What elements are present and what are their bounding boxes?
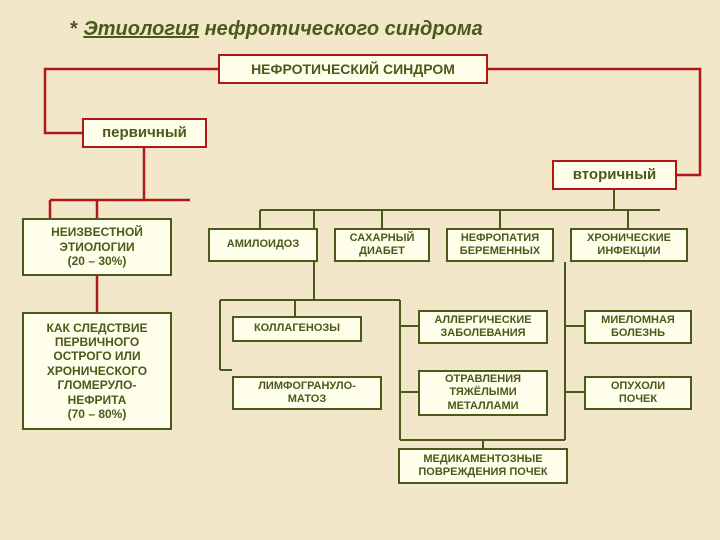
unknown-etiology-box: НЕИЗВЕСТНОЙЭТИОЛОГИИ(20 – 30%) xyxy=(22,218,172,276)
drugs-box: МЕДИКАМЕНТОЗНЫЕПОВРЕЖДЕНИЯ ПОЧЕК xyxy=(398,448,568,484)
slide-title: * Этиология нефротического синдрома xyxy=(70,18,483,41)
root-box: НЕФРОТИЧЕСКИЙ СИНДРОМ xyxy=(218,54,488,84)
myeloma-box: МИЕЛОМНАЯБОЛЕЗНЬ xyxy=(584,310,692,344)
nephropathy-box: НЕФРОПАТИЯБЕРЕМЕННЫХ xyxy=(446,228,554,262)
metals-box: ОТРАВЛЕНИЯТЯЖЁЛЫМИМЕТАЛЛАМИ xyxy=(418,370,548,416)
diabetes-box: САХАРНЫЙДИАБЕТ xyxy=(334,228,430,262)
tumors-box: ОПУХОЛИПОЧЕК xyxy=(584,376,692,410)
title-asterisk: * xyxy=(70,18,78,40)
amyloid-box: АМИЛОИДОЗ xyxy=(208,228,318,262)
collagen-box: КОЛЛАГЕНОЗЫ xyxy=(232,316,362,342)
primary-box: первичный xyxy=(82,118,207,148)
title-rest: нефротического синдрома xyxy=(199,18,483,40)
allergy-box: АЛЛЕРГИЧЕСКИЕЗАБОЛЕВАНИЯ xyxy=(418,310,548,344)
infections-box: ХРОНИЧЕСКИЕИНФЕКЦИИ xyxy=(570,228,688,262)
title-etio: Этиология xyxy=(83,18,199,40)
consequence-box: КАК СЛЕДСТВИЕПЕРВИЧНОГООСТРОГО ИЛИХРОНИЧ… xyxy=(22,312,172,430)
secondary-box: вторичный xyxy=(552,160,677,190)
lymph-box: ЛИМФОГРАНУЛО-МАТОЗ xyxy=(232,376,382,410)
